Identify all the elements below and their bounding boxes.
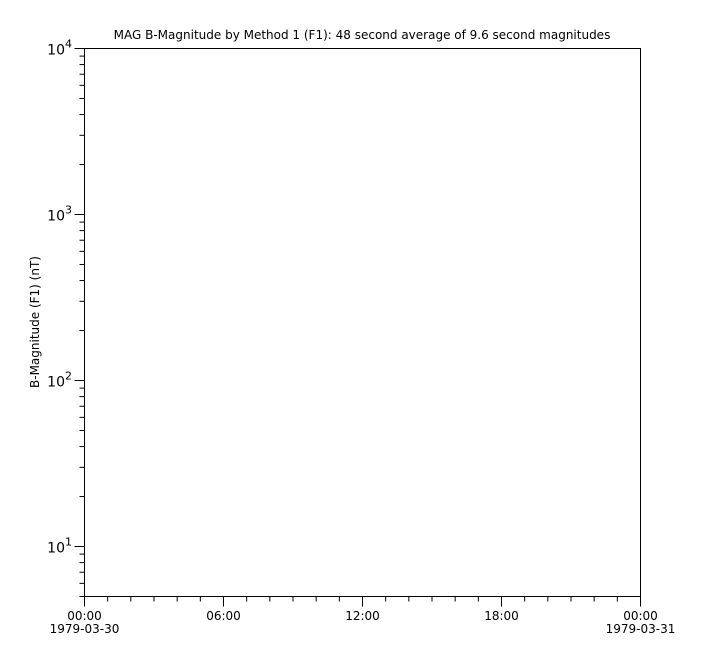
x-tick-label: 06:00 bbox=[206, 609, 241, 623]
x-tick-date-label: 1979-03-30 bbox=[50, 622, 120, 636]
x-tick-label: 00:00 bbox=[623, 609, 658, 623]
y-tick-base: 10 bbox=[47, 541, 65, 557]
y-tick-label: 102 bbox=[47, 370, 72, 391]
y-tick-label: 101 bbox=[47, 536, 72, 557]
x-tick-date-label: 1979-03-31 bbox=[606, 622, 676, 636]
y-tick-label: 103 bbox=[47, 204, 72, 225]
y-tick-exponent: 4 bbox=[65, 38, 72, 51]
plot-area bbox=[84, 48, 641, 597]
y-tick-label: 104 bbox=[47, 38, 72, 59]
chart-title: MAG B-Magnitude by Method 1 (F1): 48 sec… bbox=[114, 28, 611, 42]
x-tick-label: 12:00 bbox=[345, 609, 380, 623]
x-tick-label: 18:00 bbox=[484, 609, 519, 623]
x-tick-label: 00:00 bbox=[67, 609, 102, 623]
y-tick-base: 10 bbox=[47, 43, 65, 59]
y-tick-exponent: 1 bbox=[65, 536, 72, 549]
y-tick-exponent: 3 bbox=[65, 204, 72, 217]
y-tick-base: 10 bbox=[47, 375, 65, 391]
y-axis-label: B-Magnitude (F1) (nT) bbox=[28, 256, 42, 388]
y-tick-base: 10 bbox=[47, 209, 65, 225]
y-tick-exponent: 2 bbox=[65, 370, 72, 383]
